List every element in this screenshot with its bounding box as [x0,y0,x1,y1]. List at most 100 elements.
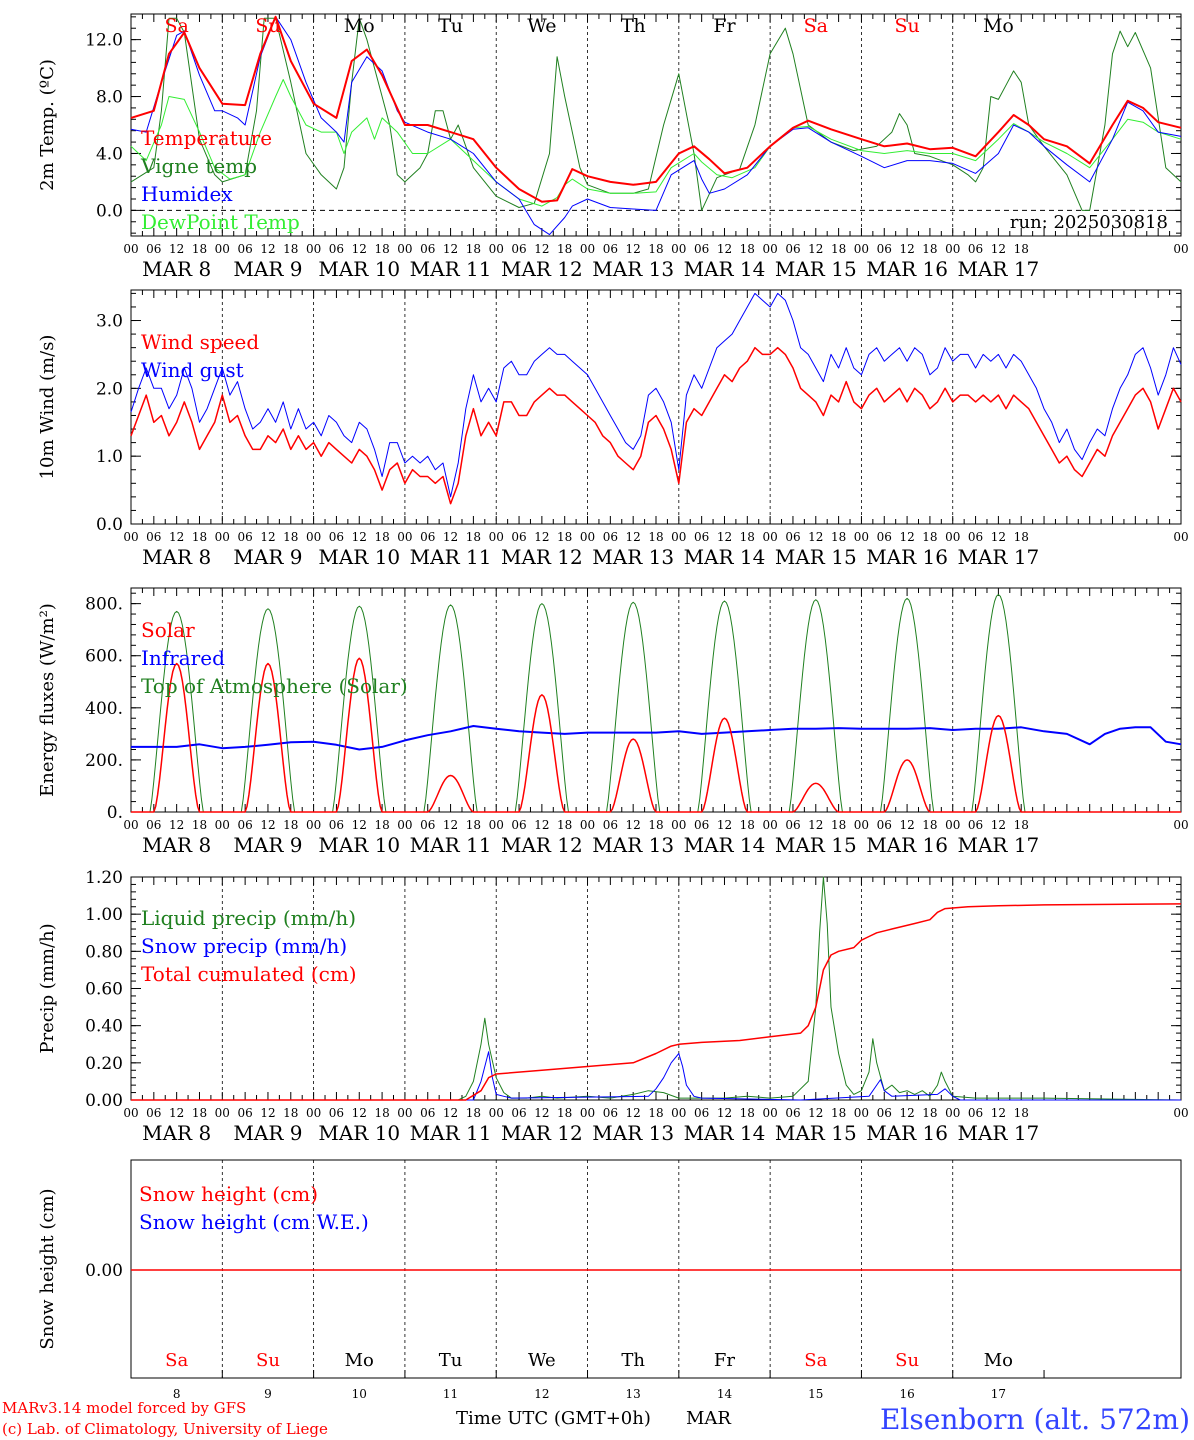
date-label: MAR 10 [318,833,400,857]
hour-tick-label: 12 [443,1106,458,1120]
legend-entry: Wind speed [141,330,259,354]
hour-tick-label: 12 [352,818,367,832]
hour-tick-label: 18 [740,818,755,832]
hour-tick-label: 06 [785,530,800,544]
hour-tick-label: 12 [260,242,275,256]
hour-tick-label: 00 [215,818,230,832]
hour-tick-label: 00 [1173,242,1188,256]
hour-tick-label: 06 [603,530,618,544]
date-label: MAR 12 [501,1121,583,1145]
hour-tick-label: 00 [854,1106,869,1120]
hour-tick-label: 00 [945,242,960,256]
hour-tick-label: 00 [1173,530,1188,544]
hour-tick-label: 06 [237,242,252,256]
hour-tick-label: 00 [1173,818,1188,832]
day-name-label: Sa [804,1350,827,1371]
day-number-label: 17 [991,1387,1006,1401]
hour-tick-label: 00 [123,530,138,544]
hour-tick-label: 18 [648,1106,663,1120]
hour-tick-label: 00 [671,1106,686,1120]
date-label: MAR 15 [775,1121,857,1145]
y-tick-label: 0.00 [85,1091,123,1111]
hour-tick-label: 12 [626,1106,641,1120]
hour-tick-label: 18 [283,818,298,832]
day-number-label: 15 [808,1387,823,1401]
hour-tick-label: 00 [123,242,138,256]
y-tick-label: 600. [85,647,123,667]
legend-entry: Snow height (cm W.E.) [139,1210,369,1234]
date-label: MAR 9 [233,1121,302,1145]
hour-tick-label: 00 [215,530,230,544]
hour-tick-label: 00 [489,1106,504,1120]
hour-tick-label: 18 [648,530,663,544]
date-label: MAR 8 [142,545,211,569]
hour-tick-label: 00 [489,242,504,256]
hour-tick-label: 12 [626,530,641,544]
date-label: MAR 12 [501,545,583,569]
snow-height-panel: 0.00 Snow height (cm) Snow height (cm) Snow… [37,1159,1182,1401]
y-tick-label: 3.0 [96,312,123,332]
date-label: MAR 11 [410,833,492,857]
hour-tick-label: 06 [146,818,161,832]
hour-tick-label: 00 [489,530,504,544]
hour-tick-label: 18 [466,818,481,832]
hour-tick-label: 12 [808,1106,823,1120]
date-label: MAR 10 [318,257,400,281]
series-line-toa-solar [131,594,1181,813]
date-label: MAR 14 [684,257,766,281]
hour-tick-label: 18 [283,530,298,544]
date-label: MAR 16 [866,257,948,281]
y-axis-label: Energy fluxes (W/m²) [37,603,58,797]
series-line-snow-precip [131,1051,1181,1101]
date-label: MAR 17 [957,257,1039,281]
hour-tick-label: 12 [991,1106,1006,1120]
date-label: MAR 15 [775,545,857,569]
series-line-vigne-temp [130,17,1182,211]
hour-tick-label: 18 [922,1106,937,1120]
date-label: MAR 13 [592,545,674,569]
hour-tick-label: 00 [397,530,412,544]
hour-tick-label: 06 [329,530,344,544]
day-name-label: Sa [164,15,188,37]
day-number-label: 10 [352,1387,367,1401]
hour-tick-label: 12 [169,1106,184,1120]
hour-tick-label: 06 [694,818,709,832]
date-label: MAR 13 [592,833,674,857]
date-label: MAR 11 [410,1121,492,1145]
hour-tick-label: 12 [534,1106,549,1120]
legend-entry: Humidex [141,182,233,206]
hour-tick-label: 12 [899,818,914,832]
hour-tick-label: 18 [283,242,298,256]
day-name-label: We [528,1350,556,1371]
day-name-label: Su [894,15,919,37]
legend-entry: Total cumulated (cm) [141,962,357,986]
x-axis-month: MAR [686,1408,731,1429]
day-name-label: Mo [345,1350,374,1371]
hour-tick-label: 18 [557,242,572,256]
hour-tick-label: 12 [808,242,823,256]
hour-tick-label: 12 [169,530,184,544]
hour-tick-label: 06 [146,530,161,544]
legend-entry: DewPoint Temp [141,210,300,234]
station-name: Elsenborn (alt. 572m) [880,1403,1190,1436]
date-label: MAR 10 [318,545,400,569]
hour-tick-label: 12 [717,818,732,832]
hour-tick-label: 18 [283,1106,298,1120]
hour-tick-label: 18 [1014,242,1029,256]
hour-tick-label: 18 [1014,818,1029,832]
y-tick-label: 0. [107,803,123,823]
hour-tick-label: 12 [260,530,275,544]
y-tick-label: 8.0 [96,88,123,108]
legend-entry: Liquid precip (mm/h) [141,906,356,930]
legend-entry: Vigne temp [140,154,257,178]
precipitation-panel: 0.00 0.20 0.40 0.60 0.80 1.00 1.20 Precip (mm/h… [37,868,1189,1145]
date-label: MAR 16 [866,1121,948,1145]
date-label: MAR 14 [684,545,766,569]
hour-tick-label: 06 [603,1106,618,1120]
hour-tick-label: 18 [557,1106,572,1120]
series-line-wind-speed [130,346,1182,505]
day-name-label: Fr [714,1350,735,1371]
y-axis-label: 10m Wind (m/s) [37,335,58,480]
hour-tick-label: 06 [329,818,344,832]
hour-tick-label: 12 [626,242,641,256]
